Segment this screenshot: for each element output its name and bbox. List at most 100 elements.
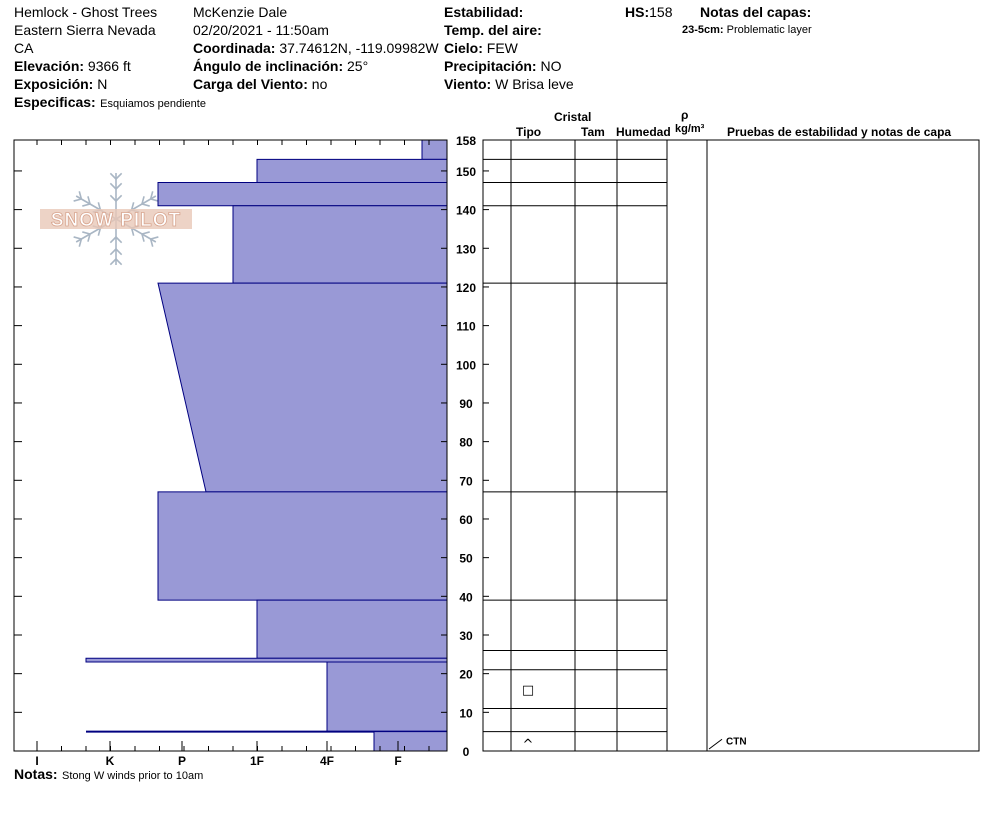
- test-note-text: CTN: [726, 736, 747, 747]
- depth-tick-label: 140: [456, 204, 476, 218]
- depth-tick-label: 150: [456, 165, 476, 179]
- depth-tick-label: 60: [459, 513, 473, 527]
- aspect-value: N: [97, 76, 108, 92]
- depth-tick-label: 90: [459, 397, 473, 411]
- layer-note-text: Problematic layer: [726, 24, 812, 36]
- slope-angle: Ángulo de inclinación: 25°: [193, 59, 368, 73]
- hardness-tick-label: F: [394, 754, 401, 768]
- logo-band: [40, 209, 192, 229]
- depth-tick-label: 130: [456, 242, 476, 256]
- snowflake-branch: [109, 172, 117, 180]
- crystal-symbol: ^: [523, 737, 534, 752]
- wind-value: W Brisa leve: [495, 76, 574, 92]
- specifics: Especificas: Esquiamos pendiente: [14, 95, 206, 111]
- snowflake-branch: [149, 238, 154, 247]
- snowflake-branch: [109, 248, 117, 256]
- wind: Viento: W Brisa leve: [444, 77, 574, 91]
- aspect: Exposición: N: [14, 77, 107, 91]
- layer-notes-label: Notas del capas:: [700, 4, 812, 20]
- snowflake-branch: [87, 233, 91, 242]
- hardness-tick-label: I: [35, 754, 38, 768]
- hardness-layer: [157, 182, 448, 207]
- specifics-label: Especificas:: [14, 94, 96, 110]
- hardness-layer: [373, 731, 448, 752]
- air-temp-label: Temp. del aire:: [444, 22, 542, 38]
- snowflake-branch: [150, 198, 159, 202]
- snowflake-branch: [78, 238, 83, 247]
- snowflake-branch: [141, 203, 150, 207]
- hardness-layer: [256, 158, 448, 184]
- snowpilot-logo: SNOW PILOT: [40, 172, 192, 266]
- depth-tick-label: 158: [456, 134, 476, 148]
- snowflake-branch: [115, 248, 123, 256]
- sky-cover-value: FEW: [486, 40, 518, 56]
- layer-note: 23-5cm: Problematic layer: [682, 25, 812, 36]
- elevation: Elevación: 9366 ft: [14, 59, 131, 73]
- notes-label: Notas:: [14, 766, 58, 782]
- notes: Notas: Stong W winds prior to 10am: [14, 767, 203, 783]
- snow-height: HS:158: [625, 5, 672, 19]
- hardness-layer: [256, 599, 448, 659]
- stability-label: Estabilidad:: [444, 4, 524, 20]
- observation-datetime: 02/20/2021 - 11:50am: [193, 22, 329, 38]
- wind-loading-value: no: [311, 76, 328, 92]
- snowflake-branch: [115, 258, 123, 266]
- coordinates-label: Coordinada:: [193, 40, 276, 56]
- hardness-layer: [232, 205, 448, 284]
- slope-angle-value: 25°: [347, 58, 369, 74]
- depth-tick-label: 50: [459, 552, 473, 566]
- crystal-symbol: □: [522, 683, 534, 698]
- snowflake-branch: [149, 191, 154, 200]
- hardness-layer: [157, 282, 448, 493]
- hardness-tick-label: 1F: [250, 754, 264, 768]
- notes-value: Stong W winds prior to 10am: [62, 770, 204, 782]
- depth-tick-label: 70: [459, 474, 473, 488]
- hardness-layer: [421, 139, 448, 160]
- snowflake-branch: [115, 194, 123, 202]
- snowflake-branch: [141, 196, 145, 205]
- layer-table-frame: [482, 139, 980, 752]
- aspect-label: Exposición:: [14, 76, 94, 92]
- depth-tick-label: 10: [459, 706, 473, 720]
- depth-tick-label: 20: [459, 668, 473, 682]
- snowflake-branch: [109, 182, 117, 190]
- size-header: Tam: [581, 125, 605, 139]
- wind-loading-label: Carga del Viento:: [193, 76, 308, 92]
- snowflake-branch: [130, 202, 135, 211]
- test-note-pointer: [708, 738, 723, 750]
- wind-loading: Carga del Viento: no: [193, 77, 327, 91]
- snowflake-branch: [115, 236, 123, 244]
- rho-header: ρ: [681, 108, 689, 122]
- precipitation-value: NO: [540, 58, 562, 74]
- slope-angle-label: Ángulo de inclinación:: [193, 58, 344, 74]
- snowflake-branch: [97, 227, 102, 236]
- hardness-plot-frame: [13, 139, 448, 752]
- snow-height-value: 158: [649, 4, 673, 20]
- wind-label: Viento:: [444, 76, 492, 92]
- snowflake-branch: [115, 172, 123, 180]
- hardness-tick-label: 4F: [320, 754, 334, 768]
- depth-tick-label: 80: [459, 436, 473, 450]
- type-header: Tipo: [516, 125, 542, 139]
- logo-text: SNOW PILOT: [51, 210, 181, 231]
- precipitation: Precipitación: NO: [444, 59, 561, 73]
- depth-tick-label: 100: [456, 358, 476, 372]
- snowflake-branch: [78, 191, 83, 200]
- snowflake-branch: [109, 236, 117, 244]
- snowflake-branch: [150, 236, 159, 240]
- coordinates-value: 37.74612N, -119.09982W: [279, 40, 439, 56]
- snowflake-branch: [141, 233, 145, 242]
- observer-name: McKenzie Dale: [193, 4, 288, 20]
- depth-tick-label: 0: [463, 745, 470, 759]
- crystal-header: Cristal: [554, 110, 592, 124]
- depth-tick-label: 40: [459, 590, 473, 604]
- snowflake-branch: [97, 202, 102, 211]
- hardness-tick-label: K: [106, 754, 115, 768]
- snowflake-branch: [141, 231, 150, 235]
- snow-height-label: HS:: [625, 4, 650, 20]
- precipitation-label: Precipitación:: [444, 58, 537, 74]
- depth-tick-label: 30: [459, 629, 473, 643]
- density-header: kg/m³: [675, 123, 705, 135]
- elevation-value: 9366 ft: [87, 58, 131, 74]
